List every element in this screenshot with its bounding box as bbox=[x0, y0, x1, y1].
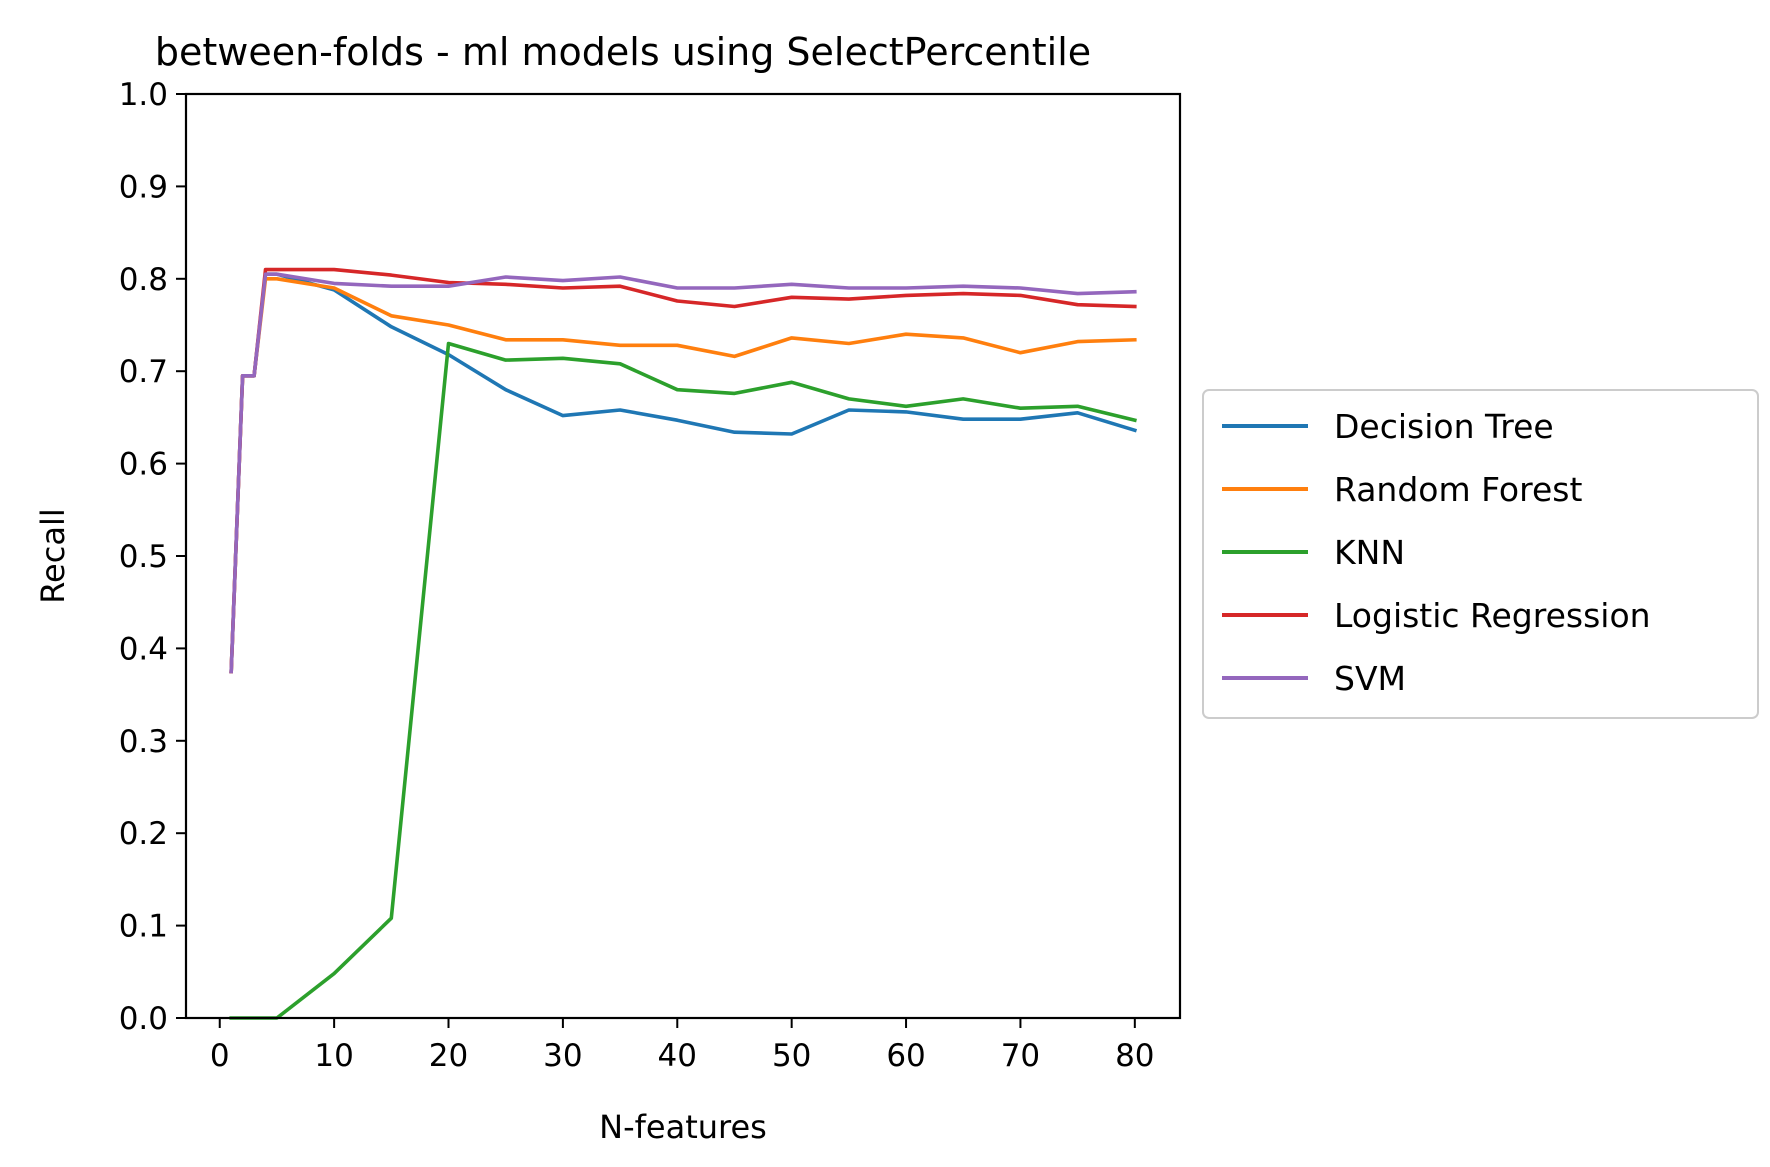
legend-label: Logistic Regression bbox=[1334, 596, 1651, 635]
y-axis: 0.0 0.1 0.2 0.3 0.4 0.5 0.6 0.7 0.8 0.9 1.0 bbox=[119, 77, 186, 1037]
chart-title: between-folds - ml models using SelectPe… bbox=[155, 30, 1091, 74]
legend-label: SVM bbox=[1334, 659, 1406, 698]
series-line-svm bbox=[229, 272, 1137, 674]
y-tick-label: 1.0 bbox=[119, 77, 168, 113]
y-tick-label: 0.4 bbox=[119, 631, 168, 667]
y-tick-label: 0.9 bbox=[119, 169, 168, 205]
y-axis-label: Recall bbox=[34, 508, 72, 603]
legend-frame bbox=[1202, 389, 1759, 719]
legend-label: Decision Tree bbox=[1334, 407, 1554, 446]
x-tick-label: 10 bbox=[314, 1038, 353, 1074]
y-tick-label: 0.5 bbox=[119, 539, 168, 575]
y-tick-label: 0.7 bbox=[119, 354, 168, 390]
x-tick-label: 30 bbox=[543, 1038, 582, 1074]
x-axis: 0 10 20 30 40 50 60 70 80 bbox=[210, 1018, 1155, 1074]
y-tick-label: 0.2 bbox=[119, 816, 168, 852]
x-tick-label: 0 bbox=[210, 1038, 230, 1074]
y-tick-label: 0.3 bbox=[119, 724, 168, 760]
x-tick-label: 80 bbox=[1115, 1038, 1154, 1074]
legend-label: KNN bbox=[1334, 533, 1405, 572]
x-tick-label: 50 bbox=[772, 1038, 811, 1074]
legend: Decision Tree Random Forest KNN Logistic Re… bbox=[1202, 389, 1759, 719]
x-tick-label: 70 bbox=[1001, 1038, 1040, 1074]
y-tick-label: 0.1 bbox=[119, 909, 168, 945]
legend-label: Random Forest bbox=[1334, 470, 1582, 509]
x-axis-label: N-features bbox=[599, 1108, 767, 1146]
x-tick-label: 40 bbox=[658, 1038, 697, 1074]
y-tick-label: 0.6 bbox=[119, 447, 168, 483]
y-tick-label: 0.0 bbox=[119, 1001, 168, 1037]
x-tick-label: 20 bbox=[429, 1038, 468, 1074]
y-tick-label: 0.8 bbox=[119, 262, 168, 298]
series-line-logistic-regression bbox=[229, 267, 1137, 674]
x-tick-label: 60 bbox=[886, 1038, 925, 1074]
series-line-random-forest bbox=[229, 276, 1137, 674]
